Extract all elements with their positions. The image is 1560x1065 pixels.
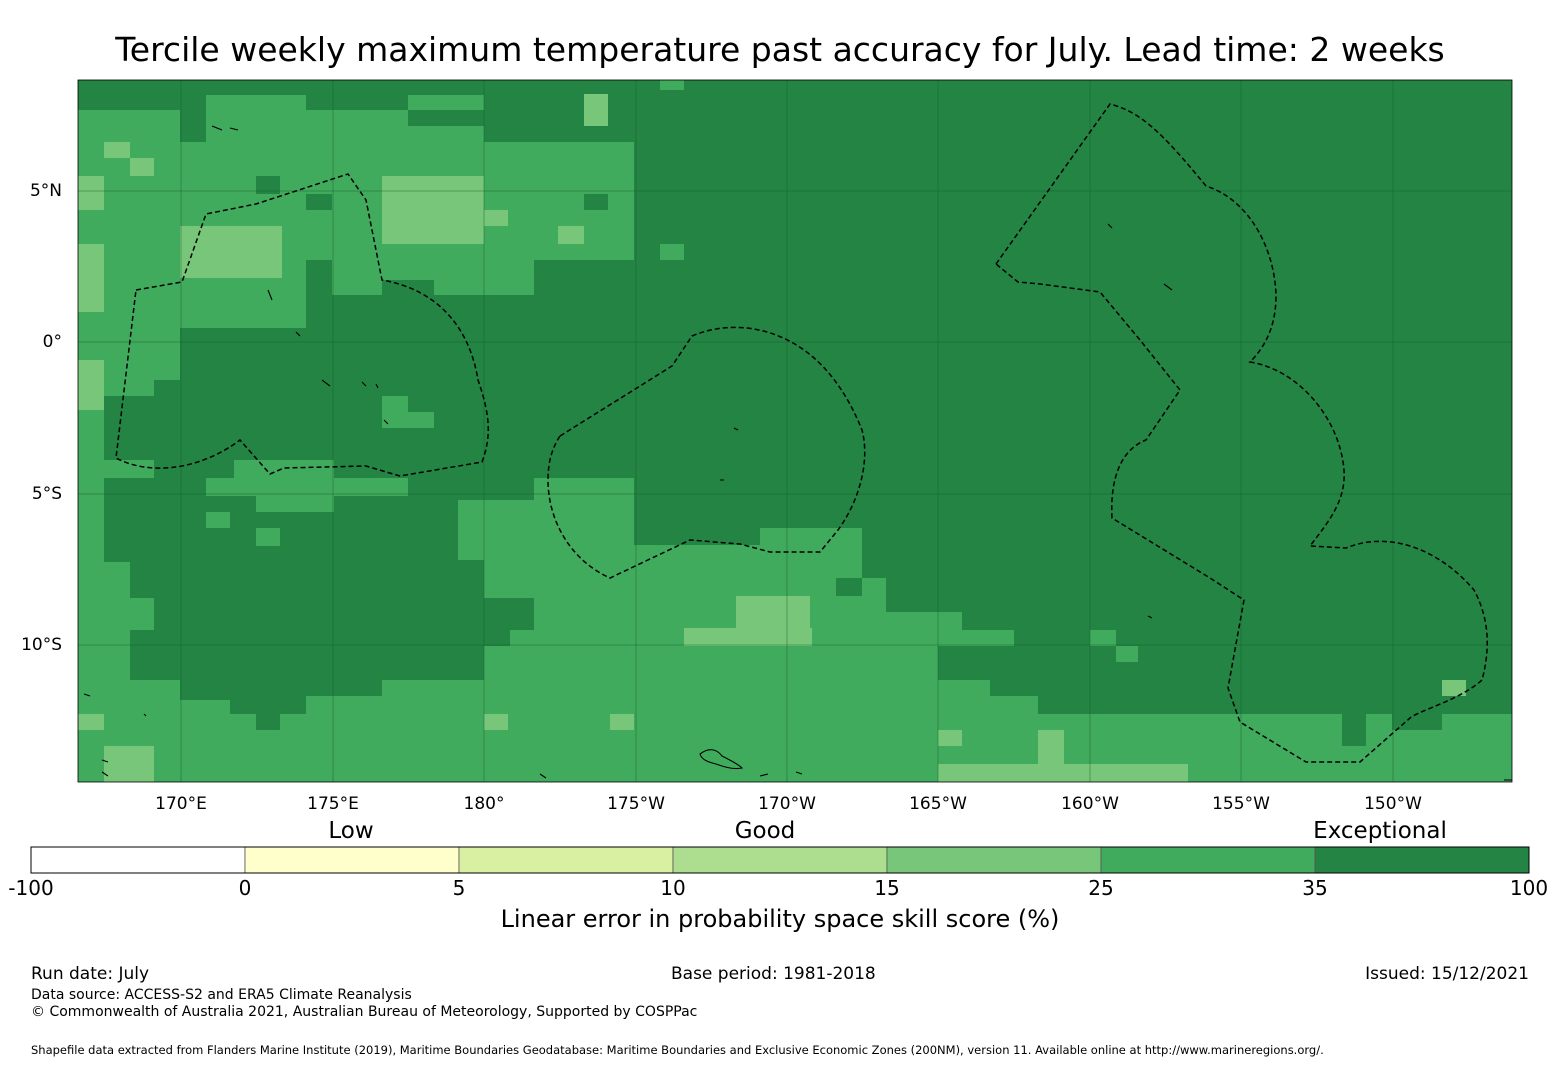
lon-tick-150w: 150°W <box>1364 794 1422 814</box>
coastlines <box>83 125 1512 781</box>
lat-tick-0: 0° <box>42 332 62 352</box>
skill-field <box>78 80 1512 782</box>
lat-tick-5n: 5°N <box>29 181 62 201</box>
legend-category-low: Low <box>328 818 374 844</box>
legend-category-good: Good <box>734 818 796 844</box>
footer-data-source: Data source: ACCESS-S2 and ERA5 Climate … <box>31 987 412 1003</box>
lon-tick-170w: 170°W <box>758 794 816 814</box>
skill-region-good-center <box>206 460 408 512</box>
skill-patches-high <box>78 80 1116 730</box>
colorbar-segment <box>672 846 888 874</box>
lon-tick-170e: 170°E <box>155 794 207 814</box>
colorbar-tick: 25 <box>1088 876 1114 900</box>
lat-tick-10s: 10°S <box>21 635 62 655</box>
footer-shapefile-credit: Shapefile data extracted from Flanders M… <box>31 1043 1324 1057</box>
lon-tick-175e: 175°E <box>307 794 359 814</box>
lat-tick-5s: 5°S <box>31 484 62 504</box>
colorbar-segment <box>458 846 674 874</box>
colorbar-tick: 100 <box>1509 876 1549 900</box>
skill-patches-moderate <box>78 94 1466 782</box>
colorbar-segment <box>1100 846 1316 874</box>
colorbar-tick: 5 <box>452 876 466 900</box>
skill-patches-mid <box>206 80 1138 662</box>
eez-kiribati-gilbert <box>115 173 489 477</box>
colorbar-label: Linear error in probability space skill … <box>500 905 1060 933</box>
map-title: Tercile weekly maximum temperature past … <box>115 30 1445 69</box>
footer-base-period: Base period: 1981-2018 <box>671 964 876 984</box>
lon-tick-180: 180° <box>463 794 505 814</box>
lon-tick-155w: 155°W <box>1212 794 1270 814</box>
map-frame <box>77 79 1513 783</box>
legend-category-exceptional: Exceptional <box>1313 818 1447 844</box>
colorbar-frame <box>30 846 1530 874</box>
footer-issued: Issued: 15/12/2021 <box>1365 964 1529 984</box>
eez-kiribati-line <box>994 103 1488 763</box>
graticule <box>78 80 1512 782</box>
colorbar-segment <box>886 846 1102 874</box>
colorbar-tick: 35 <box>1302 876 1328 900</box>
colorbar-tick: 10 <box>660 876 686 900</box>
colorbar-tick: 0 <box>238 876 252 900</box>
colorbar-segment <box>30 846 246 874</box>
lon-tick-160w: 160°W <box>1061 794 1119 814</box>
island-fakaofo <box>211 125 239 131</box>
colorbar-segment <box>244 846 460 874</box>
colorbar-tick: 15 <box>874 876 900 900</box>
eez-boundaries <box>115 103 1488 763</box>
footer-copyright: © Commonwealth of Australia 2021, Austra… <box>31 1004 698 1020</box>
colorbar-tick: -100 <box>8 876 54 900</box>
island-samoa <box>699 749 744 770</box>
lon-tick-175w: 175°W <box>607 794 665 814</box>
footer-run-date: Run date: July <box>31 964 150 984</box>
colorbar-segment <box>1314 846 1530 874</box>
lon-tick-165w: 165°W <box>909 794 967 814</box>
eez-kiribati-phoenix <box>547 326 866 579</box>
colorbar <box>30 846 1530 874</box>
